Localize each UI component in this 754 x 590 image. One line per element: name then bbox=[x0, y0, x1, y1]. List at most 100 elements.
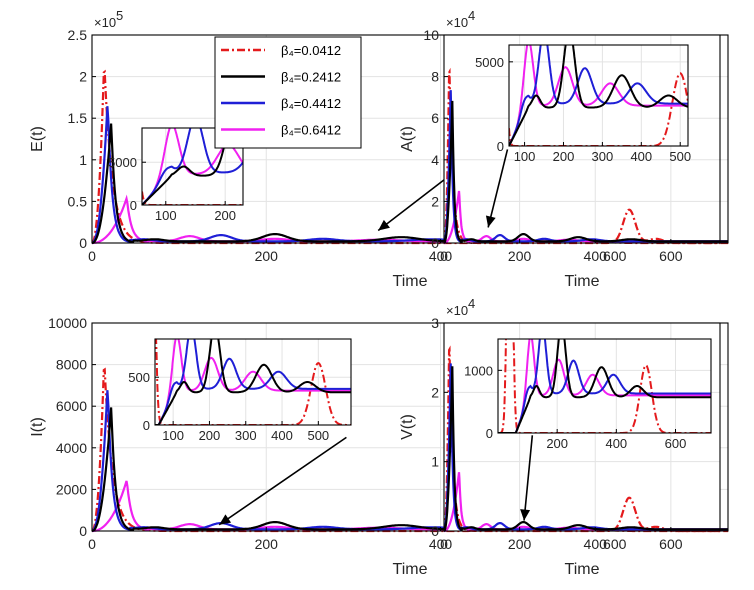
axes-frame bbox=[141, 127, 244, 206]
inset-I: 100 200 300 400 500 0 500 bbox=[128, 338, 352, 443]
annotation-arrow bbox=[218, 436, 347, 526]
y-tick-label: 0 bbox=[486, 426, 493, 441]
axes-frame bbox=[91, 34, 729, 244]
x-tick-label: 200 bbox=[199, 428, 221, 443]
y-tick-label: 0 bbox=[79, 523, 87, 539]
inset-series-line-beta-0.0412 bbox=[509, 72, 688, 146]
y-tick-label: 1 bbox=[79, 152, 87, 168]
inset-series-line-beta-0.4412 bbox=[498, 339, 711, 433]
x-tick-label: 0 bbox=[440, 536, 448, 552]
y-tick-label: 500 bbox=[128, 370, 150, 385]
x-tick-label: 100 bbox=[162, 428, 184, 443]
axes-frame bbox=[154, 338, 352, 426]
y-tick-label: 8 bbox=[431, 69, 439, 85]
y-tick-label: 5000 bbox=[475, 55, 504, 70]
x-tick-label: 400 bbox=[429, 248, 453, 264]
x-tick-label: 200 bbox=[255, 536, 279, 552]
annotation-arrowhead bbox=[485, 215, 496, 228]
y-axis-label: I(t) bbox=[29, 417, 46, 437]
legend-label-beta-0.6412: β₄=0.6412 bbox=[281, 123, 341, 138]
axes-frame bbox=[443, 34, 721, 244]
exponent-label: ×10 bbox=[446, 303, 468, 318]
x-tick-label: 500 bbox=[669, 149, 691, 164]
axes-frame bbox=[91, 322, 729, 532]
y-tick-label: 6 bbox=[431, 110, 439, 126]
y-tick-label: 4000 bbox=[56, 440, 87, 456]
x-tick-label: 0 bbox=[88, 248, 96, 264]
series-line-beta-0.2412 bbox=[443, 100, 720, 244]
y-tick-label: 1000 bbox=[464, 363, 493, 378]
legend-label-beta-0.0412: β₄=0.0412 bbox=[281, 43, 341, 58]
x-tick-label: 100 bbox=[155, 208, 177, 223]
y-tick-label: 0 bbox=[143, 418, 150, 433]
y-tick-label: 6000 bbox=[56, 398, 87, 414]
inset-series bbox=[155, 339, 351, 425]
y-tick-label: 0 bbox=[497, 139, 504, 154]
x-tick-label: 200 bbox=[546, 436, 568, 451]
x-tick-label: 400 bbox=[584, 536, 608, 552]
x-tick-label: 200 bbox=[255, 248, 279, 264]
axes-frame bbox=[508, 44, 689, 147]
exponent-label: ×10 bbox=[446, 15, 468, 30]
x-tick-label: 300 bbox=[592, 149, 614, 164]
x-tick-label: 600 bbox=[603, 248, 627, 264]
inset-series bbox=[509, 45, 688, 146]
x-tick-label: 400 bbox=[584, 248, 608, 264]
y-tick-label: 10000 bbox=[48, 315, 87, 331]
y-axis-label: V(t) bbox=[399, 414, 416, 440]
x-tick-label: 300 bbox=[235, 428, 257, 443]
x-axis-label: Time bbox=[565, 561, 600, 578]
y-tick-label: 2000 bbox=[56, 481, 87, 497]
y-tick-label: 1.5 bbox=[68, 110, 88, 126]
x-tick-label: 600 bbox=[665, 436, 687, 451]
y-tick-label: 2 bbox=[431, 384, 439, 400]
y-tick-label: 3 bbox=[431, 315, 439, 331]
exponent-power: 4 bbox=[468, 8, 475, 23]
y-tick-label: 2 bbox=[431, 193, 439, 209]
inset-series bbox=[498, 339, 711, 433]
x-tick-label: 200 bbox=[508, 536, 532, 552]
annotation-arrow bbox=[523, 435, 534, 521]
y-tick-label: 8000 bbox=[56, 357, 87, 373]
y-axis-label: E(t) bbox=[29, 126, 46, 152]
annotation-arrowhead bbox=[378, 219, 390, 231]
x-tick-label: 400 bbox=[429, 536, 453, 552]
inset-series-line-beta-0.2412 bbox=[509, 45, 688, 146]
exponent-power: 5 bbox=[116, 8, 123, 23]
legend-label-beta-0.2412: β₄=0.2412 bbox=[281, 70, 341, 85]
inset-series-line-beta-0.2412 bbox=[498, 339, 711, 433]
axes-frame bbox=[443, 322, 721, 532]
y-tick-label: 5000 bbox=[108, 155, 137, 170]
exponent-power: 4 bbox=[468, 296, 475, 311]
y-tick-label: 0 bbox=[431, 523, 439, 539]
annotation-arrowhead bbox=[520, 509, 531, 521]
x-tick-label: 0 bbox=[440, 248, 448, 264]
x-tick-label: 400 bbox=[605, 436, 627, 451]
y-tick-label: 1 bbox=[431, 454, 439, 470]
x-tick-label: 100 bbox=[514, 149, 536, 164]
x-tick-label: 200 bbox=[508, 248, 532, 264]
annotation-arrow bbox=[487, 149, 509, 228]
legend: β₄=0.0412 β₄=0.2412 β₄=0.4412 β₄=0.6412 bbox=[214, 36, 362, 149]
x-tick-label: 200 bbox=[553, 149, 575, 164]
legend-label-beta-0.4412: β₄=0.4412 bbox=[281, 96, 341, 111]
axes-frame bbox=[497, 338, 712, 434]
y-tick-label: 0 bbox=[130, 198, 137, 213]
exponent-label: ×10 bbox=[94, 15, 116, 30]
y-tick-label: 0.5 bbox=[68, 193, 88, 209]
y-tick-label: 2 bbox=[79, 69, 87, 85]
x-axis-label: Time bbox=[393, 561, 428, 578]
inset-V: 200 400 600 0 1000 bbox=[464, 338, 712, 451]
inset-series-line-beta-0.2412 bbox=[155, 339, 351, 425]
inset-series-line-beta-0.0412 bbox=[155, 339, 351, 425]
x-tick-label: 500 bbox=[307, 428, 329, 443]
x-axis-label: Time bbox=[393, 273, 428, 290]
x-tick-label: 200 bbox=[214, 208, 236, 223]
y-axis-label: A(t) bbox=[399, 126, 416, 152]
inset-series-line-beta-0.6412 bbox=[498, 339, 711, 433]
x-axis-label: Time bbox=[565, 273, 600, 290]
inset-series-line-beta-0.6412 bbox=[155, 339, 351, 425]
x-tick-label: 400 bbox=[630, 149, 652, 164]
